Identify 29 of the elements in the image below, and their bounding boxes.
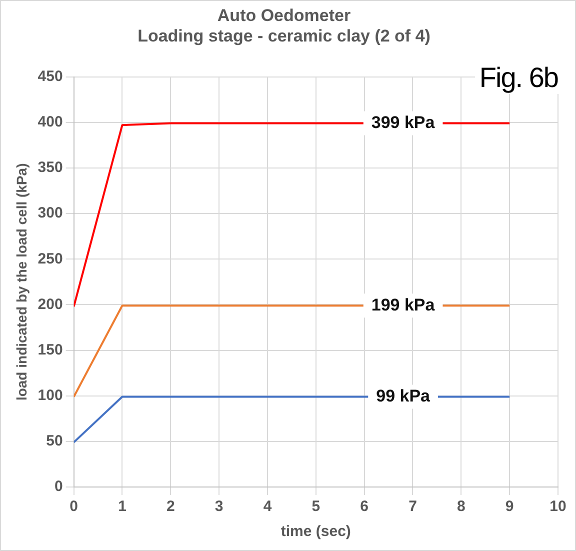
y-tick-label: 450 xyxy=(38,68,63,85)
annotation: 99 kPa xyxy=(376,386,431,406)
x-tick-label: 0 xyxy=(70,498,78,516)
y-tick-label: 400 xyxy=(38,114,63,131)
annotation: 399 kPa xyxy=(371,112,436,132)
y-tick-label: 300 xyxy=(38,204,63,222)
y-tick-label: 50 xyxy=(46,432,63,450)
y-tick-label: 350 xyxy=(38,159,63,176)
x-axis-title: time (sec) xyxy=(280,523,351,540)
annotation: Fig. 6b xyxy=(475,62,562,94)
text: Loading stage - ceramic clay (2 of 4) xyxy=(138,26,430,46)
x-tick-label: 4 xyxy=(263,498,272,516)
y-tick-label: 100 xyxy=(38,386,63,404)
x-tick-label: 1 xyxy=(118,498,126,516)
x-tick-label: 9 xyxy=(505,498,514,516)
text: Auto Oedometer xyxy=(217,6,351,25)
x-tick-label: 8 xyxy=(456,498,466,516)
y-tick-label: 150 xyxy=(38,341,63,358)
y-axis-title: load indicated by the load cell (kPa) xyxy=(13,163,30,401)
x-tick-label: 2 xyxy=(166,498,175,516)
y-tick-label: 200 xyxy=(38,296,63,313)
x-tick-label: 6 xyxy=(360,498,369,516)
annotation: 199 kPa xyxy=(371,295,436,314)
x-tick-label: 3 xyxy=(214,498,224,516)
y-tick-label: 0 xyxy=(54,478,63,496)
x-tick-label: 7 xyxy=(408,498,417,516)
x-tick-label: 5 xyxy=(312,498,320,516)
y-tick-label: 250 xyxy=(38,250,63,268)
x-tick-label: 10 xyxy=(550,498,566,516)
